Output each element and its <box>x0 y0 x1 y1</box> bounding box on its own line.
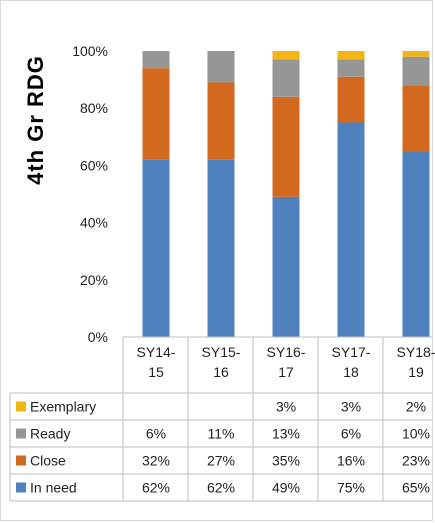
legend-label: Exemplary <box>30 399 96 415</box>
bar-segment-ready <box>142 51 170 69</box>
data-label: 75% <box>337 480 365 496</box>
y-axis-ticks: 0% 20% 40% 60% 80% 100% <box>72 43 108 345</box>
bar-segment-in-need <box>207 159 235 337</box>
category-label: SY16- <box>267 344 306 360</box>
data-label: 11% <box>208 426 235 442</box>
y-tick-label: 40% <box>80 215 108 231</box>
legend-label: Ready <box>30 426 70 442</box>
data-label: 2% <box>406 399 426 415</box>
data-table: SY14- 15 SY15- 16 SY16- 17 SY17- 18 SY18- 19 Exemp… <box>9 336 435 502</box>
data-label: 3% <box>276 399 296 415</box>
y-tick-label: 60% <box>80 157 108 173</box>
legend-label: Close <box>30 453 66 469</box>
data-label: 32% <box>142 453 170 469</box>
bar-segment-in-need <box>402 151 430 337</box>
bar-segment-close <box>142 68 170 160</box>
legend-key-in-need <box>16 482 26 493</box>
category-label: 17 <box>278 364 294 380</box>
data-label: 23% <box>402 453 430 469</box>
category-label: 18 <box>343 364 359 380</box>
data-label: 65% <box>402 480 430 496</box>
data-label: 6% <box>341 426 361 442</box>
bar-segment-ready <box>402 56 430 86</box>
legend-key-ready <box>16 428 26 439</box>
category-label: 19 <box>408 364 424 380</box>
data-label: 6% <box>146 426 166 442</box>
bar-segment-in-need <box>272 196 300 337</box>
category-label: SY18- <box>397 344 435 360</box>
data-label: 13% <box>272 426 300 442</box>
category-label: 16 <box>213 364 229 380</box>
data-label: 35% <box>272 453 300 469</box>
bar-segment-close <box>272 96 300 197</box>
data-label: 62% <box>207 480 235 496</box>
legend-key-exemplary <box>16 401 26 412</box>
category-label: SY14- <box>137 344 176 360</box>
bar-segment-close <box>402 85 430 152</box>
bar-segment-exemplary <box>272 51 300 60</box>
legend-key-close <box>16 455 26 466</box>
bar-segment-close <box>207 82 235 160</box>
data-label: 3% <box>341 399 361 415</box>
y-tick-label: 20% <box>80 272 108 288</box>
data-label: 27% <box>207 453 235 469</box>
y-tick-label: 80% <box>80 100 108 116</box>
bar-segment-ready <box>272 59 300 97</box>
category-label: 15 <box>148 364 164 380</box>
bar-segment-in-need <box>142 159 170 337</box>
data-label: 49% <box>272 480 300 496</box>
data-label: 62% <box>142 480 170 496</box>
y-tick-label: 100% <box>72 43 108 59</box>
bar-segment-ready <box>207 51 235 83</box>
data-label: 16% <box>337 453 365 469</box>
bar-segment-close <box>337 76 365 123</box>
bar-segment-in-need <box>337 122 365 337</box>
bars <box>142 51 430 337</box>
bar-segment-exemplary <box>402 51 430 57</box>
data-label: 10% <box>402 426 430 442</box>
legend-label: In need <box>30 480 77 496</box>
category-label: SY15- <box>202 344 241 360</box>
bar-segment-exemplary <box>337 51 365 60</box>
category-label: SY17- <box>332 344 371 360</box>
y-tick-label: 0% <box>88 329 108 345</box>
bar-segment-ready <box>337 59 365 77</box>
